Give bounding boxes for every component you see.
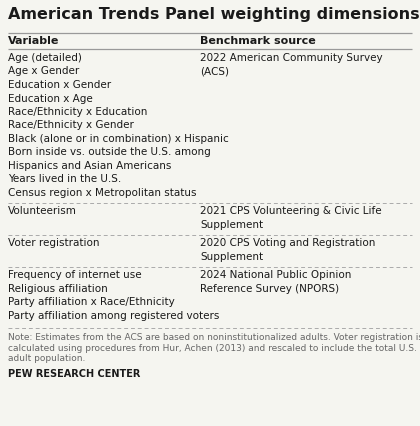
- Text: Supplement: Supplement: [200, 251, 263, 262]
- Text: Census region x Metropolitan status: Census region x Metropolitan status: [8, 187, 197, 198]
- Text: Hispanics and Asian Americans: Hispanics and Asian Americans: [8, 161, 171, 170]
- Text: PEW RESEARCH CENTER: PEW RESEARCH CENTER: [8, 368, 140, 378]
- Text: Party affiliation among registered voters: Party affiliation among registered voter…: [8, 310, 219, 320]
- Text: Supplement: Supplement: [200, 219, 263, 230]
- Text: Race/Ethnicity x Gender: Race/Ethnicity x Gender: [8, 120, 134, 130]
- Text: Benchmark source: Benchmark source: [200, 36, 316, 46]
- Text: Age (detailed): Age (detailed): [8, 53, 82, 63]
- Text: (ACS): (ACS): [200, 66, 229, 76]
- Text: Religious affiliation: Religious affiliation: [8, 283, 108, 294]
- Text: Volunteerism: Volunteerism: [8, 206, 77, 216]
- Text: Reference Survey (NPORS): Reference Survey (NPORS): [200, 283, 339, 294]
- Text: 2022 American Community Survey: 2022 American Community Survey: [200, 53, 383, 63]
- Text: Black (alone or in combination) x Hispanic: Black (alone or in combination) x Hispan…: [8, 134, 229, 144]
- Text: 2020 CPS Voting and Registration: 2020 CPS Voting and Registration: [200, 238, 375, 248]
- Text: Race/Ethnicity x Education: Race/Ethnicity x Education: [8, 107, 147, 117]
- Text: Variable: Variable: [8, 36, 59, 46]
- Text: American Trends Panel weighting dimensions: American Trends Panel weighting dimensio…: [8, 7, 420, 22]
- Text: Party affiliation x Race/Ethnicity: Party affiliation x Race/Ethnicity: [8, 297, 175, 307]
- Text: Age x Gender: Age x Gender: [8, 66, 79, 76]
- Text: Years lived in the U.S.: Years lived in the U.S.: [8, 174, 121, 184]
- Text: adult population.: adult population.: [8, 354, 85, 363]
- Text: Education x Age: Education x Age: [8, 93, 93, 103]
- Text: Education x Gender: Education x Gender: [8, 80, 111, 90]
- Text: Voter registration: Voter registration: [8, 238, 100, 248]
- Text: Born inside vs. outside the U.S. among: Born inside vs. outside the U.S. among: [8, 147, 211, 157]
- Text: 2021 CPS Volunteering & Civic Life: 2021 CPS Volunteering & Civic Life: [200, 206, 382, 216]
- Text: Frequency of internet use: Frequency of internet use: [8, 270, 142, 280]
- Text: Note: Estimates from the ACS are based on noninstitutionalized adults. Voter reg: Note: Estimates from the ACS are based o…: [8, 333, 420, 342]
- Text: calculated using procedures from Hur, Achen (2013) and rescaled to include the t: calculated using procedures from Hur, Ac…: [8, 343, 417, 352]
- Text: 2024 National Public Opinion: 2024 National Public Opinion: [200, 270, 352, 280]
